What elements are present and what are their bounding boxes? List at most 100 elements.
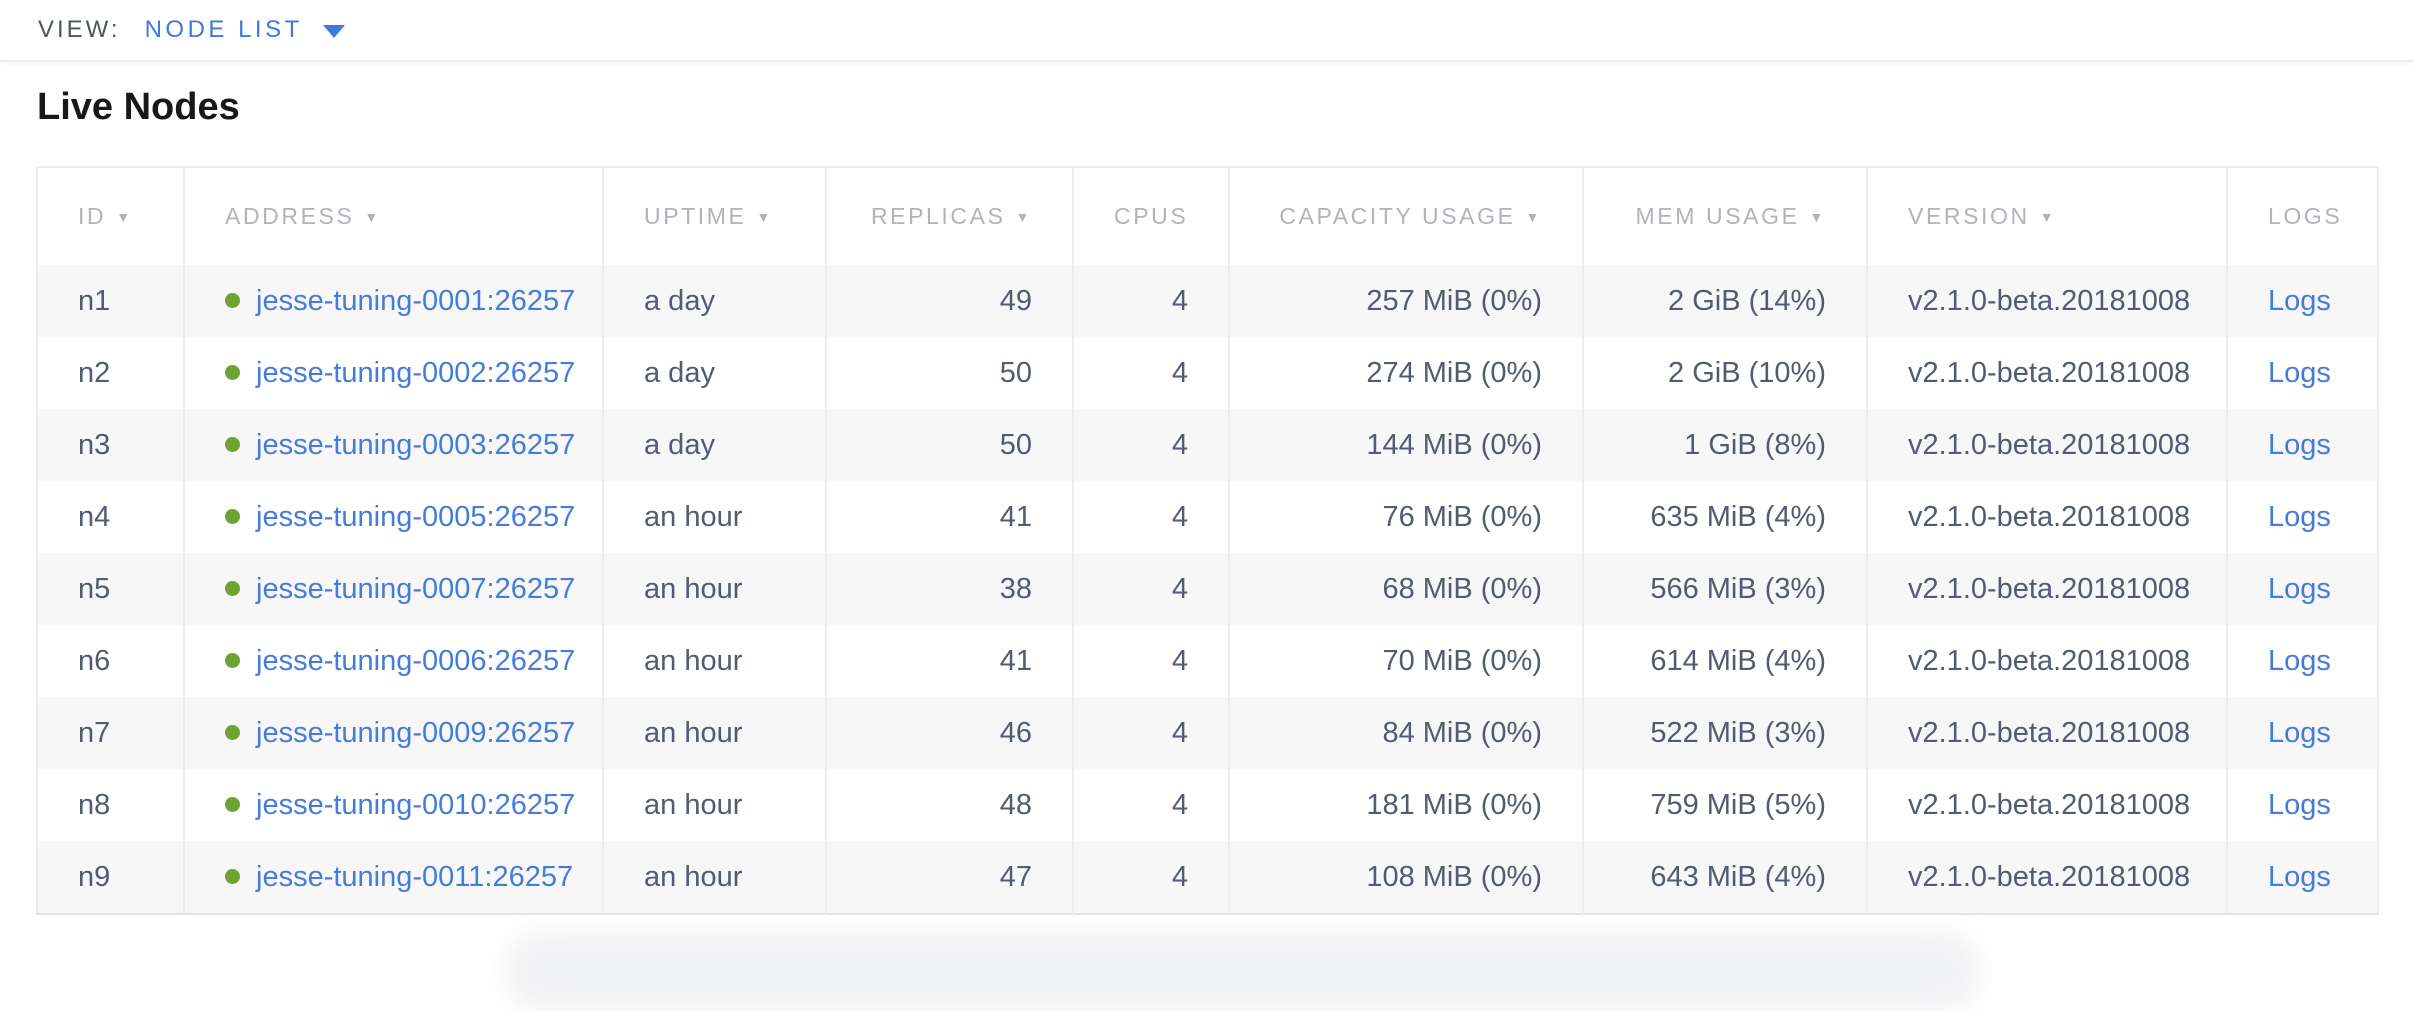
column-header-label: MEM USAGE: [1635, 203, 1800, 229]
node-address-cell: jesse-tuning-0010:26257: [183, 769, 603, 841]
node-logs-cell: Logs: [2226, 553, 2378, 625]
node-id-cell: n2: [78, 356, 111, 389]
bottom-fade-shape: [505, 931, 1980, 1011]
node-logs-link[interactable]: Logs: [2268, 716, 2331, 749]
table-row: n7 jesse-tuning-0009:26257 an hour 46 4 84 Mi…: [37, 697, 2378, 769]
node-version-cell: v2.1.0-beta.20181008: [1866, 481, 2227, 553]
node-uptime-cell: a day: [602, 265, 826, 337]
node-mem-cell: 759 MiB (5%): [1582, 769, 1867, 841]
node-id-cell: n9: [78, 860, 111, 893]
node-id-cell: n3: [78, 428, 111, 461]
chevron-down-icon: [322, 25, 345, 38]
node-uptime-cell: a day: [602, 337, 826, 409]
node-logs-link[interactable]: Logs: [2268, 284, 2331, 317]
node-id-cell: n4: [78, 500, 111, 533]
node-address-link[interactable]: jesse-tuning-0001:26257: [256, 284, 576, 317]
node-version-cell: v2.1.0-beta.20181008: [1866, 769, 2227, 841]
node-cpus-cell: 4: [1072, 841, 1229, 914]
column-header-label: ID: [78, 203, 107, 229]
column-header-replicas[interactable]: REPLICAS ▼: [825, 167, 1073, 265]
node-uptime-cell: a day: [602, 409, 826, 481]
sort-arrow-icon: ▼: [1015, 209, 1032, 225]
node-replicas-cell: 38: [825, 553, 1073, 625]
node-version-cell: v2.1.0-beta.20181008: [1866, 337, 2227, 409]
node-mem-cell: 566 MiB (3%): [1582, 553, 1867, 625]
sort-arrow-icon: ▼: [1525, 209, 1542, 225]
node-mem-cell: 1 GiB (8%): [1582, 409, 1867, 481]
node-address-cell: jesse-tuning-0002:26257: [183, 337, 603, 409]
node-capacity-cell: 68 MiB (0%): [1228, 553, 1583, 625]
live-status-dot-icon: [225, 436, 240, 452]
node-address-link[interactable]: jesse-tuning-0003:26257: [256, 428, 576, 461]
node-address-link[interactable]: jesse-tuning-0002:26257: [256, 356, 576, 389]
sort-arrow-icon: ▼: [2039, 209, 2057, 225]
column-header-mem[interactable]: MEM USAGE ▼: [1582, 167, 1867, 265]
sort-arrow-icon: ▼: [116, 209, 133, 225]
page-title: Live Nodes: [37, 86, 240, 128]
node-address-link[interactable]: jesse-tuning-0007:26257: [256, 572, 576, 605]
node-logs-cell: Logs: [2226, 697, 2378, 769]
node-id-cell: n7: [78, 716, 111, 749]
node-logs-link[interactable]: Logs: [2268, 572, 2331, 605]
node-replicas-cell: 50: [825, 409, 1073, 481]
node-logs-link[interactable]: Logs: [2268, 788, 2331, 821]
node-replicas-cell: 49: [825, 265, 1073, 337]
node-logs-link[interactable]: Logs: [2268, 644, 2331, 677]
node-logs-cell: Logs: [2226, 625, 2378, 697]
node-version-cell: v2.1.0-beta.20181008: [1866, 841, 2227, 914]
node-mem-cell: 643 MiB (4%): [1582, 841, 1867, 914]
node-logs-link[interactable]: Logs: [2268, 428, 2331, 461]
sort-arrow-icon: ▼: [756, 209, 773, 225]
column-header-address[interactable]: ADDRESS ▼: [183, 167, 603, 265]
live-status-dot-icon: [225, 508, 240, 524]
node-logs-link[interactable]: Logs: [2268, 860, 2331, 893]
node-logs-link[interactable]: Logs: [2268, 500, 2331, 533]
column-header-label: CPUS: [1114, 203, 1189, 229]
node-replicas-cell: 41: [825, 481, 1073, 553]
node-address-link[interactable]: jesse-tuning-0011:26257: [256, 860, 574, 893]
node-logs-cell: Logs: [2226, 769, 2378, 841]
table-row: n1 jesse-tuning-0001:26257 a day 49 4 257 MiB…: [37, 265, 2378, 337]
live-status-dot-icon: [225, 292, 240, 308]
node-id-cell: n5: [78, 572, 111, 605]
live-status-dot-icon: [225, 868, 240, 884]
node-logs-link[interactable]: Logs: [2268, 356, 2331, 389]
column-header-cpus: CPUS: [1072, 167, 1229, 265]
node-address-link[interactable]: jesse-tuning-0005:26257: [256, 500, 576, 533]
column-header-id[interactable]: ID ▼: [37, 167, 184, 265]
node-logs-cell: Logs: [2226, 409, 2378, 481]
live-status-dot-icon: [225, 796, 240, 812]
node-address-cell: jesse-tuning-0009:26257: [183, 697, 603, 769]
node-address-cell: jesse-tuning-0005:26257: [183, 481, 603, 553]
node-address-link[interactable]: jesse-tuning-0009:26257: [256, 716, 576, 749]
sort-arrow-icon: ▼: [1809, 209, 1826, 225]
view-dropdown[interactable]: NODE LIST: [145, 16, 345, 44]
node-address-link[interactable]: jesse-tuning-0006:26257: [256, 644, 576, 677]
node-capacity-cell: 144 MiB (0%): [1228, 409, 1583, 481]
column-header-label: LOGS: [2268, 203, 2343, 229]
live-status-dot-icon: [225, 364, 240, 380]
node-uptime-cell: an hour: [602, 769, 826, 841]
column-header-label: REPLICAS: [870, 203, 1006, 229]
header-row: ID ▼ ADDRESS ▼ UPTIME ▼ REPLICAS ▼ CPUS CAPACITY …: [37, 167, 2378, 265]
node-uptime-cell: an hour: [602, 625, 826, 697]
node-uptime-cell: an hour: [602, 481, 826, 553]
column-header-capacity[interactable]: CAPACITY USAGE ▼: [1228, 167, 1583, 265]
column-header-label: UPTIME: [644, 203, 747, 229]
column-header-label: VERSION: [1908, 203, 2030, 229]
view-label: VIEW:: [38, 16, 121, 43]
node-version-cell: v2.1.0-beta.20181008: [1866, 625, 2227, 697]
node-cpus-cell: 4: [1072, 337, 1229, 409]
node-logs-cell: Logs: [2226, 265, 2378, 337]
node-replicas-cell: 50: [825, 337, 1073, 409]
table-row: n3 jesse-tuning-0003:26257 a day 50 4 144 MiB…: [37, 409, 2378, 481]
column-header-uptime[interactable]: UPTIME ▼: [602, 167, 826, 265]
column-header-version[interactable]: VERSION ▼: [1866, 167, 2227, 265]
node-address-link[interactable]: jesse-tuning-0010:26257: [256, 788, 576, 821]
node-mem-cell: 2 GiB (10%): [1582, 337, 1867, 409]
view-selector-bar: VIEW: NODE LIST: [0, 0, 2414, 62]
node-logs-cell: Logs: [2226, 841, 2378, 914]
node-uptime-cell: an hour: [602, 841, 826, 914]
node-mem-cell: 614 MiB (4%): [1582, 625, 1867, 697]
table-row: n4 jesse-tuning-0005:26257 an hour 41 4 76 Mi…: [37, 481, 2378, 553]
